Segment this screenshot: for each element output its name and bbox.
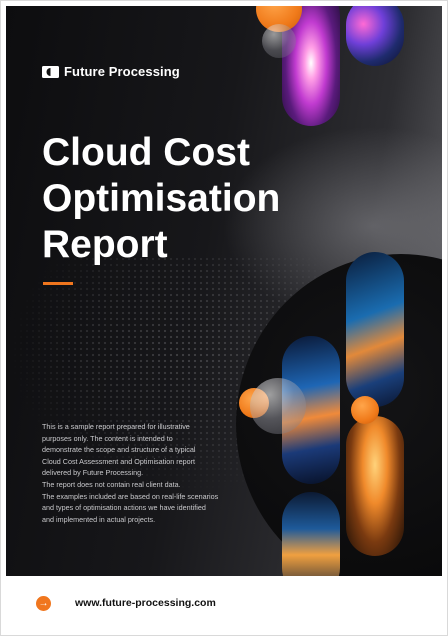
intro-line: demonstrate the scope and structure of a… xyxy=(42,445,196,455)
report-title: Cloud Cost Optimisation Report xyxy=(42,130,342,268)
cloud-coins-image-pill xyxy=(346,416,404,556)
future-processing-logo-icon xyxy=(42,65,59,78)
intro-line: purposes only. The content is intended t… xyxy=(42,433,173,443)
title-line: Optimisation xyxy=(42,177,281,220)
footer-bar: → www.future-processing.com xyxy=(6,576,442,630)
glass-orb xyxy=(262,24,296,58)
chart-image-pill xyxy=(282,492,340,576)
glass-orb xyxy=(250,378,306,434)
intro-line: delivered by Future Processing. xyxy=(42,468,144,478)
intro-line: Cloud Cost Assessment and Optimisation r… xyxy=(42,456,196,466)
intro-line: This is a sample report prepared for ill… xyxy=(42,422,190,431)
arrow-right-icon: → xyxy=(36,595,51,611)
cover-panel: Future Processing Cloud Cost Optimisatio… xyxy=(6,6,442,576)
network-image-pill xyxy=(346,6,404,66)
title-line: Report xyxy=(42,223,168,266)
intro-text: This is a sample report prepared for ill… xyxy=(42,421,282,525)
title-line: Cloud Cost xyxy=(42,131,250,174)
brand-logo: Future Processing xyxy=(42,64,180,79)
intro-line: and types of optimisation actions we hav… xyxy=(42,503,206,513)
intro-line: and implemented in actual projects. xyxy=(42,514,156,524)
intro-line: The examples included are based on real-… xyxy=(42,491,219,501)
intro-line: The report does not contain real client … xyxy=(42,479,181,489)
website-link[interactable]: www.future-processing.com xyxy=(75,597,216,609)
data-wave-image-pill xyxy=(346,252,404,407)
title-underline xyxy=(43,282,73,285)
orange-orb xyxy=(351,396,379,424)
brand-name: Future Processing xyxy=(64,64,180,79)
